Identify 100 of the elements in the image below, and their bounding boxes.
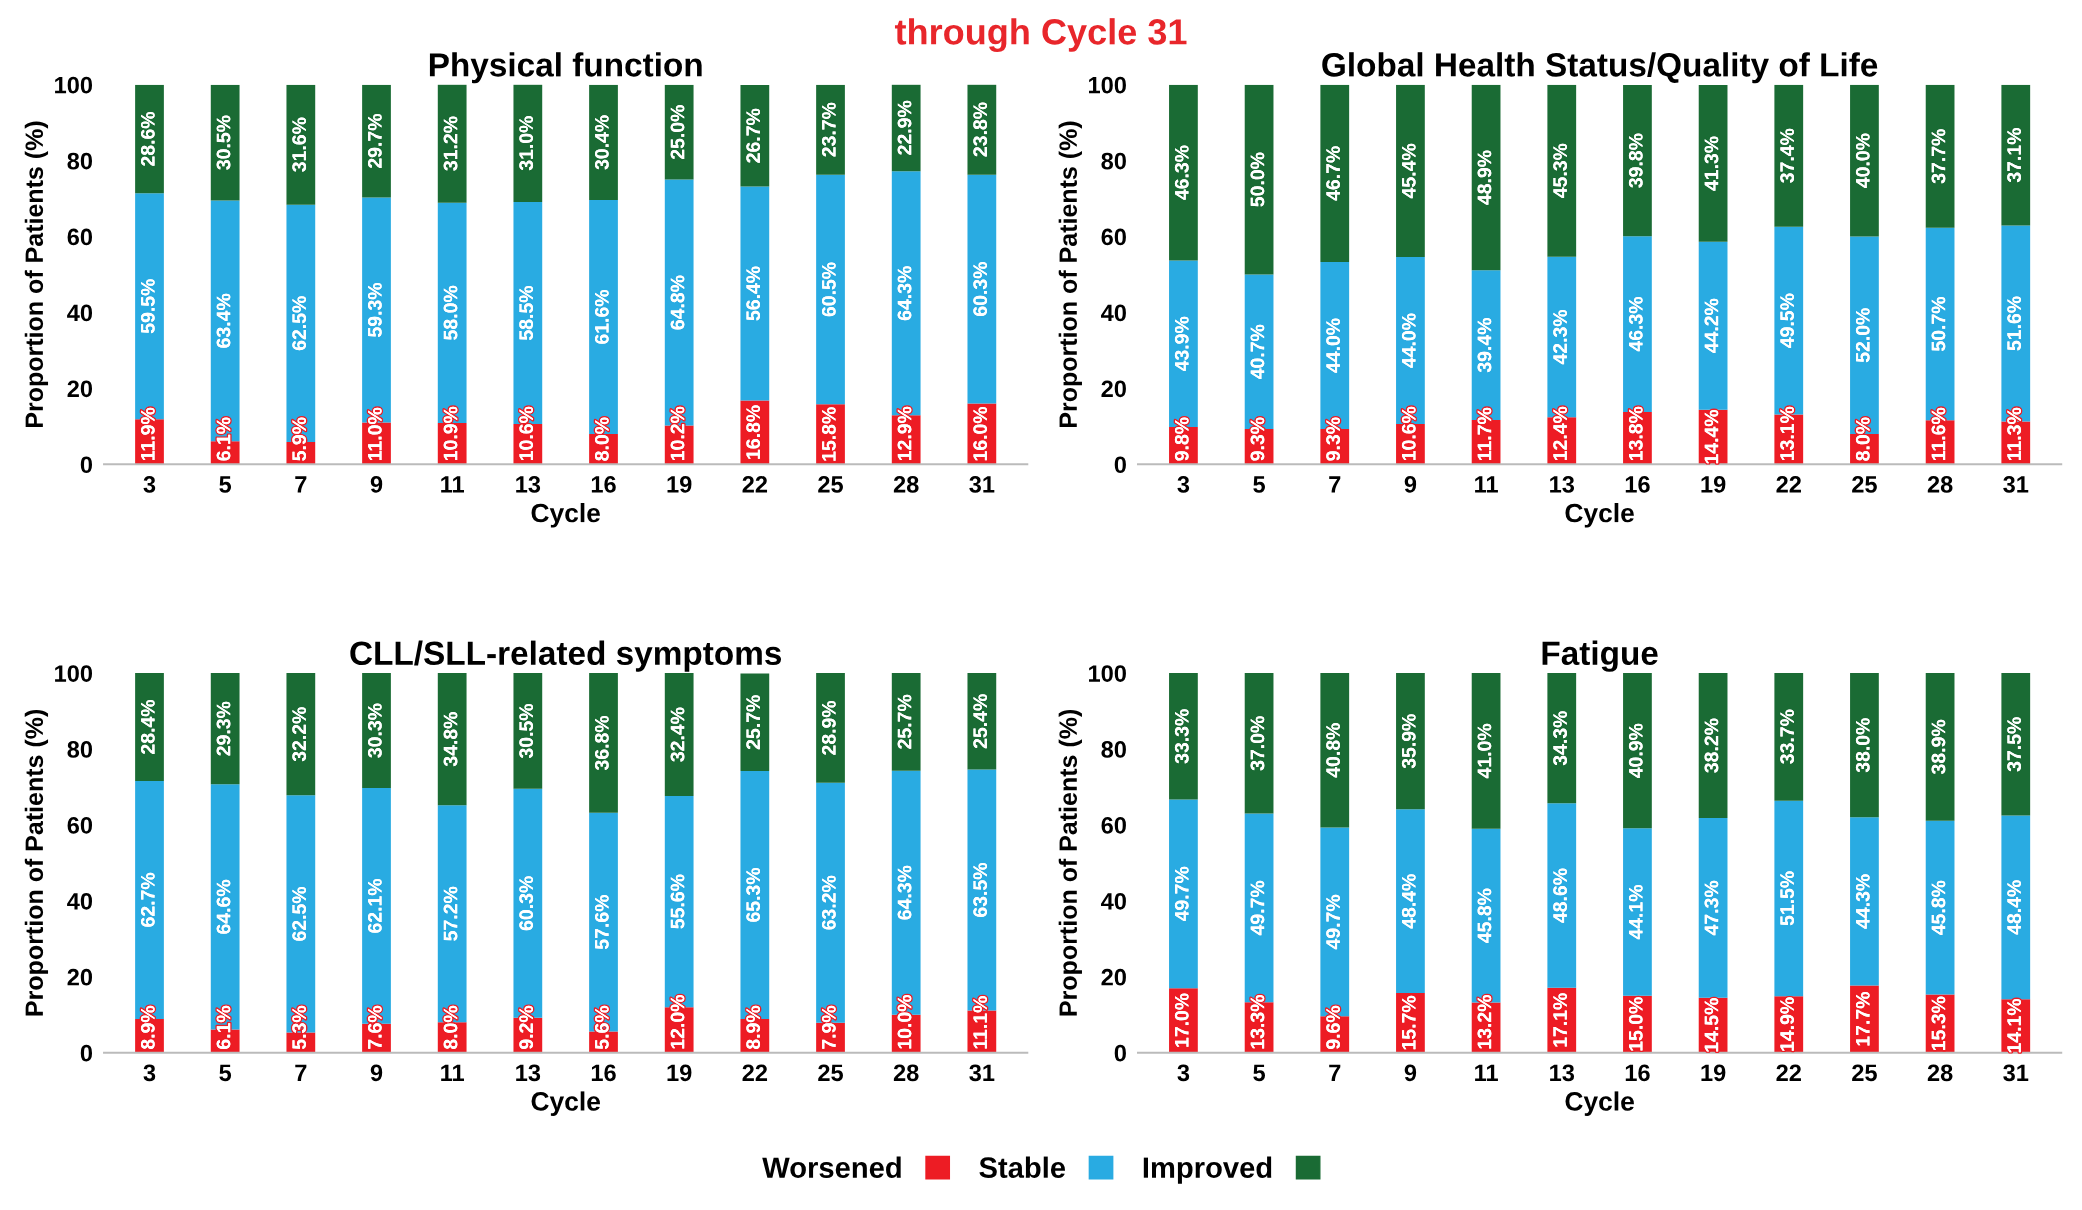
data-label: 16.0% bbox=[973, 406, 988, 461]
data-label: 8.9% bbox=[140, 1005, 155, 1050]
y-tick-label: 60 bbox=[1101, 228, 1126, 246]
data-label: 51.6% bbox=[2007, 296, 2021, 351]
data-label: 39.4% bbox=[1477, 318, 1492, 373]
chart-title: Global Health Status/Quality of Life bbox=[1322, 52, 1878, 84]
data-label: 48.4% bbox=[1401, 874, 1416, 929]
data-label: 55.6% bbox=[670, 874, 685, 929]
legend-label: Stable bbox=[979, 1156, 1066, 1178]
data-label: 14.4% bbox=[1704, 409, 1719, 464]
data-label: 49.5% bbox=[1780, 293, 1794, 348]
legend-label: Worsened bbox=[762, 1156, 901, 1178]
x-tick-label: 19 bbox=[1701, 1064, 1726, 1082]
y-tick-label: 40 bbox=[67, 892, 93, 910]
data-label: 17.0% bbox=[1174, 993, 1189, 1047]
data-label: 9.3% bbox=[1250, 417, 1265, 461]
y-tick-label: 60 bbox=[1101, 817, 1126, 834]
y-tick-label: 40 bbox=[67, 304, 93, 322]
y-tick-label: 80 bbox=[67, 741, 93, 758]
data-label: 60.3% bbox=[519, 876, 534, 931]
data-label: 7.9% bbox=[821, 1005, 836, 1049]
data-label: 42.3% bbox=[1553, 309, 1568, 365]
data-label: 11.7% bbox=[1477, 407, 1492, 461]
x-tick-label: 9 bbox=[370, 1064, 383, 1082]
x-tick-label: 25 bbox=[1852, 1064, 1877, 1082]
data-label: 64.6% bbox=[216, 879, 231, 934]
y-tick-label: 40 bbox=[1101, 304, 1126, 322]
data-label: 38.2% bbox=[1704, 718, 1719, 773]
data-label: 26.7% bbox=[746, 108, 761, 163]
data-label: 65.3% bbox=[746, 867, 761, 922]
data-label: 50.7% bbox=[1931, 296, 1946, 352]
data-label: 48.4% bbox=[2007, 880, 2021, 935]
x-tick-label: 7 bbox=[1329, 1064, 1341, 1081]
x-tick-label: 7 bbox=[295, 476, 307, 493]
data-label: 10.2% bbox=[670, 406, 685, 461]
data-label: 64.8% bbox=[670, 275, 685, 330]
data-label: 30.5% bbox=[216, 115, 231, 170]
data-label: 30.4% bbox=[594, 115, 609, 170]
x-tick-label: 28 bbox=[893, 1064, 919, 1082]
data-label: 10.6% bbox=[1401, 406, 1416, 461]
x-tick-label: 7 bbox=[1329, 476, 1341, 493]
x-axis-title: Cycle bbox=[1565, 1091, 1634, 1116]
data-label: 51.5% bbox=[1780, 871, 1794, 926]
data-label: 44.0% bbox=[1401, 313, 1416, 368]
data-label: 8.0% bbox=[443, 1005, 458, 1050]
data-label: 46.3% bbox=[1628, 296, 1643, 352]
data-label: 14.5% bbox=[1704, 998, 1719, 1052]
x-tick-label: 19 bbox=[667, 1064, 692, 1082]
data-label: 44.1% bbox=[1628, 885, 1643, 940]
y-tick-label: 0 bbox=[80, 1044, 93, 1062]
data-label: 15.0% bbox=[1628, 997, 1643, 1051]
data-label: 11.3% bbox=[2007, 407, 2022, 461]
data-label: 58.5% bbox=[519, 285, 534, 340]
x-tick-label: 28 bbox=[1927, 1064, 1953, 1082]
data-label: 40.0% bbox=[1855, 133, 1870, 188]
data-label: 37.4% bbox=[1780, 128, 1795, 183]
data-label: 13.1% bbox=[1780, 406, 1795, 461]
x-tick-label: 11 bbox=[1475, 476, 1498, 493]
x-tick-label: 16 bbox=[1625, 1064, 1650, 1082]
x-axis-title: Cycle bbox=[531, 1091, 600, 1116]
data-label: 62.7% bbox=[140, 872, 155, 927]
x-tick-label: 5 bbox=[1253, 476, 1266, 493]
data-label: 56.4% bbox=[746, 266, 761, 321]
data-label: 37.1% bbox=[2007, 128, 2022, 183]
x-tick-label: 31 bbox=[2003, 1064, 2029, 1082]
data-label: 60.5% bbox=[821, 262, 836, 317]
data-label: 59.5% bbox=[140, 279, 155, 334]
data-label: 63.4% bbox=[216, 293, 231, 348]
data-label: 31.0% bbox=[519, 116, 534, 171]
y-tick-label: 100 bbox=[55, 665, 93, 682]
y-tick-label: 20 bbox=[1101, 968, 1126, 986]
data-label: 61.6% bbox=[594, 289, 609, 344]
x-tick-label: 16 bbox=[591, 476, 616, 493]
data-label: 12.4% bbox=[1553, 406, 1567, 461]
x-tick-label: 31 bbox=[969, 1064, 995, 1082]
data-label: 37.0% bbox=[1250, 716, 1265, 771]
y-axis-title: Proportion of Patients (%) bbox=[1058, 121, 1082, 427]
data-label: 31.2% bbox=[443, 116, 458, 171]
data-label: 32.2% bbox=[292, 707, 307, 762]
data-label: 29.3% bbox=[216, 701, 231, 756]
data-label: 6.1% bbox=[216, 417, 231, 461]
data-label: 59.3% bbox=[367, 282, 382, 337]
x-tick-label: 13 bbox=[516, 1064, 541, 1082]
chart-title: Fatigue bbox=[1542, 640, 1658, 672]
data-label: 49.7% bbox=[1326, 894, 1340, 950]
data-label: 49.7% bbox=[1174, 866, 1189, 922]
data-label: 64.3% bbox=[897, 266, 912, 321]
x-tick-label: 22 bbox=[1776, 476, 1801, 493]
y-tick-label: 60 bbox=[67, 817, 93, 834]
data-label: 36.8% bbox=[594, 715, 609, 771]
data-label: 5.6% bbox=[594, 1005, 609, 1050]
x-tick-label: 3 bbox=[1177, 1064, 1190, 1082]
x-tick-label: 3 bbox=[143, 476, 156, 493]
legend-label: Improved bbox=[1143, 1156, 1272, 1184]
x-tick-label: 5 bbox=[1253, 1064, 1266, 1082]
data-label: 11.6% bbox=[1931, 407, 1946, 461]
y-tick-label: 100 bbox=[1089, 76, 1126, 94]
data-label: 46.3% bbox=[1174, 145, 1189, 200]
x-tick-label: 16 bbox=[591, 1064, 616, 1082]
data-label: 48.9% bbox=[1477, 150, 1492, 205]
